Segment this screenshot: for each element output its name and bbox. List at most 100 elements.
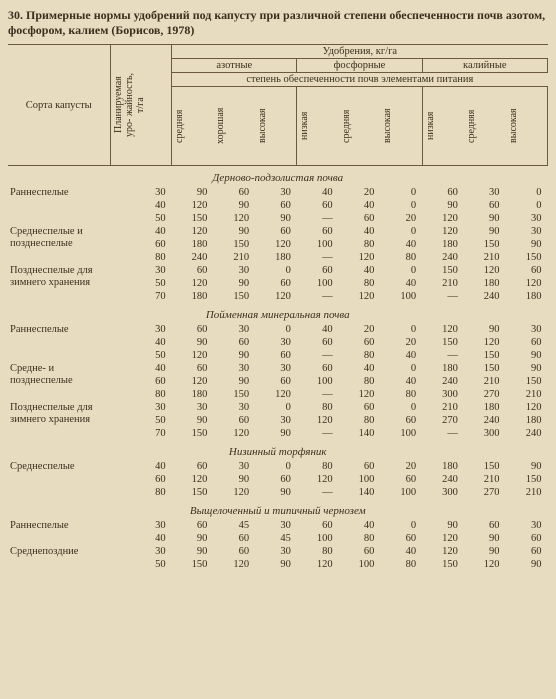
value-cell: 60 [297,362,339,375]
value-cell: 40 [297,186,339,199]
table-row: Среднепоздние309060308060401209060 [8,545,548,558]
value-cell: 270 [464,388,506,401]
value-cell: 100 [380,290,422,303]
value-cell: 180 [172,238,214,251]
table-body: Дерново-подзолистая почваРаннеспелые3090… [8,166,548,572]
value-cell: 150 [172,212,214,225]
value-cell: 210 [464,251,506,264]
value-cell: 100 [297,238,339,251]
value-cell: 120 [339,388,381,401]
value-cell: 60 [213,545,255,558]
value-cell: 30 [506,225,548,238]
value-cell: 100 [339,473,381,486]
value-cell: 90 [464,532,506,545]
value-cell: 20 [380,460,422,473]
value-cell: — [297,427,339,440]
table-row: Среднеспелые и позднеспелые4012090606040… [8,225,548,238]
value-cell: 90 [255,212,297,225]
level-header: низкая [422,87,464,166]
section-heading: Низинный торфяник [8,440,548,460]
value-cell: 90 [464,545,506,558]
value-cell: 90 [506,362,548,375]
value-cell: 240 [422,375,464,388]
value-cell: 80 [297,401,339,414]
value-cell: 30 [213,323,255,336]
value-cell: 60 [255,349,297,362]
col-variety: Сорта капусты [8,45,110,166]
fertilizer-table: Сорта капусты Планируемая уро- жайность,… [8,44,548,571]
value-cell: 120 [172,375,214,388]
value-cell: 40 [339,264,381,277]
value-cell: 30 [506,519,548,532]
value-cell: 180 [255,251,297,264]
value-cell: 120 [213,212,255,225]
value-cell: 150 [213,238,255,251]
value-cell: 100 [339,558,381,571]
value-cell: 120 [464,336,506,349]
value-cell: 90 [213,277,255,290]
yield-cell: 40 [110,336,172,349]
value-cell: 60 [213,414,255,427]
value-cell: — [297,349,339,362]
value-cell: 120 [172,225,214,238]
section-heading: Выщелоченный и типичный чернозем [8,499,548,519]
level-header: средняя [464,87,506,166]
value-cell: 120 [506,277,548,290]
value-cell: 30 [255,519,297,532]
value-cell: 30 [255,362,297,375]
value-cell: 120 [172,349,214,362]
value-cell: 300 [422,486,464,499]
value-cell: 40 [339,199,381,212]
value-cell: 20 [339,186,381,199]
value-cell: 90 [506,238,548,251]
value-cell: — [297,212,339,225]
value-cell: 60 [172,460,214,473]
value-cell: 100 [297,375,339,388]
yield-cell: 30 [110,519,172,532]
table-row: Позднеспелые для зимнего хранения3030300… [8,401,548,414]
value-cell: 90 [464,212,506,225]
value-cell: 240 [506,427,548,440]
yield-cell: 50 [110,349,172,362]
value-cell: 60 [339,545,381,558]
value-cell: 210 [422,401,464,414]
value-cell: 0 [380,264,422,277]
value-cell: 100 [297,277,339,290]
value-cell: 40 [380,277,422,290]
level-header: высокая [506,87,548,166]
value-cell: 90 [255,486,297,499]
value-cell: 210 [506,486,548,499]
value-cell: 140 [339,486,381,499]
variety-cell: Позднеспелые для зимнего хранения [8,401,110,440]
value-cell: 45 [213,519,255,532]
value-cell: 30 [255,336,297,349]
value-cell: 80 [339,349,381,362]
value-cell: 150 [464,238,506,251]
yield-cell: 40 [110,199,172,212]
value-cell: 150 [422,558,464,571]
value-cell: 120 [422,323,464,336]
value-cell: 30 [506,212,548,225]
value-cell: 180 [172,388,214,401]
value-cell: 210 [422,277,464,290]
table-row: Раннеспелые3060453060400906030 [8,519,548,532]
variety-cell: Среднеспелые и позднеспелые [8,225,110,264]
yield-cell: 50 [110,212,172,225]
value-cell: 120 [506,401,548,414]
value-cell: 60 [297,336,339,349]
value-cell: 120 [422,545,464,558]
value-cell: 150 [464,460,506,473]
section-heading: Дерново-подзолистая почва [8,166,548,187]
yield-cell: 50 [110,277,172,290]
yield-cell: 80 [110,251,172,264]
value-cell: 180 [422,362,464,375]
yield-cell: 30 [110,401,172,414]
variety-cell: Среднепоздние [8,545,110,571]
yield-cell: 50 [110,414,172,427]
variety-cell: Раннеспелые [8,519,110,545]
value-cell: 60 [213,186,255,199]
value-cell: 60 [339,401,381,414]
value-cell: 240 [464,414,506,427]
value-cell: 80 [297,545,339,558]
yield-cell: 40 [110,225,172,238]
